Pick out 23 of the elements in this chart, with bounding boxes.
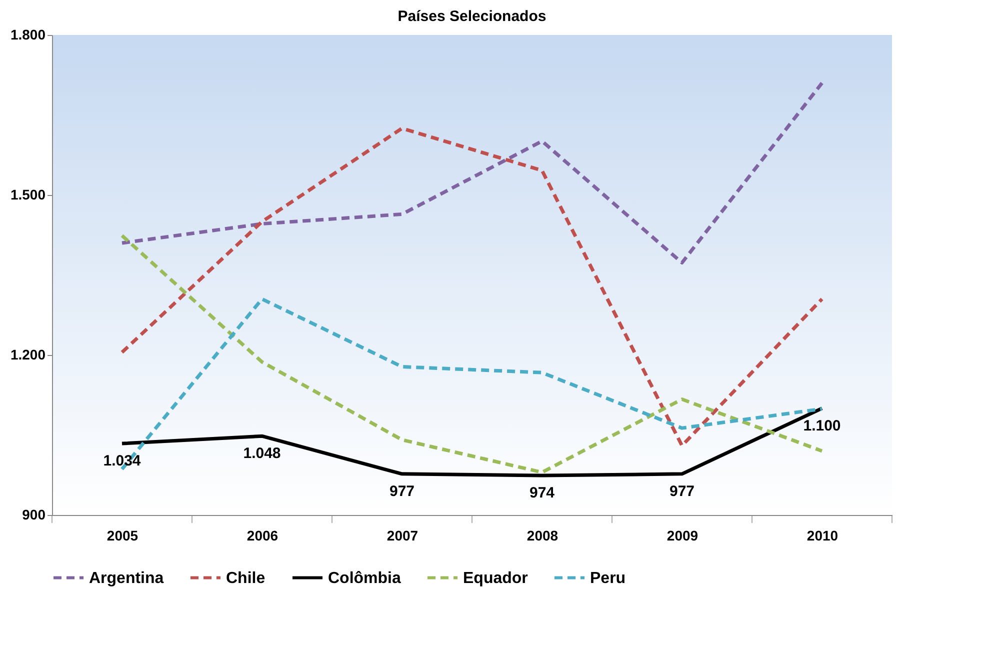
y-tick-label: 900 (22, 506, 46, 522)
data-label: 1.048 (243, 445, 281, 462)
x-tick-label: 2005 (106, 528, 138, 544)
data-label: 977 (669, 482, 695, 500)
y-tick-label: 1.800 (10, 26, 46, 42)
chart-title: Países Selecionados (398, 8, 546, 25)
y-tick-label: 1.200 (10, 346, 46, 362)
x-tick-label: 2009 (666, 528, 698, 544)
data-label: 1.100 (803, 417, 841, 434)
legend-label: Argentina (89, 570, 164, 587)
legend-label: Colômbia (328, 570, 401, 587)
x-tick-label: 2008 (526, 528, 558, 544)
data-label: 974 (529, 484, 556, 502)
legend-label: Peru (590, 570, 626, 587)
legend-label: Equador (463, 570, 528, 587)
legend-label: Chile (226, 570, 266, 587)
x-tick-label: 2006 (246, 528, 278, 544)
x-tick-label: 2007 (386, 528, 418, 544)
line-series (120, 81, 824, 264)
data-label: 1.034 (103, 452, 142, 470)
y-tick-label: 1.500 (10, 186, 46, 202)
x-tick-label: 2010 (806, 528, 838, 544)
data-label: 977 (389, 482, 415, 500)
